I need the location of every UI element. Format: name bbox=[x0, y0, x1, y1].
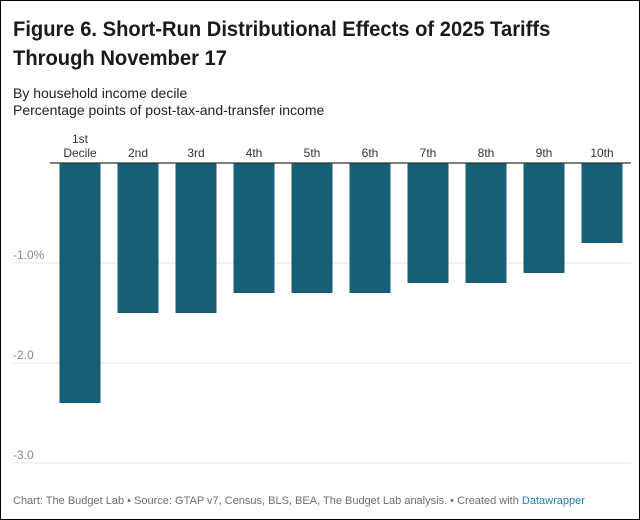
bar bbox=[407, 163, 449, 283]
chart-title: Figure 6. Short-Run Distributional Effec… bbox=[13, 18, 551, 70]
subtitle-line-1: By household income decile bbox=[13, 85, 188, 101]
y-tick-label: -1.0% bbox=[13, 248, 45, 262]
bar bbox=[291, 163, 333, 293]
footer-credit: Chart: The Budget Lab • Source: GTAP v7,… bbox=[13, 495, 522, 507]
category-label: Decile bbox=[63, 146, 97, 160]
category-label: 7th bbox=[420, 146, 437, 160]
category-label: 3rd bbox=[187, 146, 204, 160]
subtitle-line-2: Percentage points of post-tax-and-transf… bbox=[13, 102, 325, 118]
category-label: 10th bbox=[590, 146, 613, 160]
bar bbox=[349, 163, 391, 293]
category-label: 8th bbox=[478, 146, 495, 160]
datawrapper-link[interactable]: Datawrapper bbox=[521, 495, 585, 507]
bar bbox=[59, 163, 101, 403]
bar bbox=[523, 163, 565, 273]
bar bbox=[233, 163, 275, 293]
category-label: 1st bbox=[72, 132, 89, 146]
category-label: 6th bbox=[362, 146, 379, 160]
category-label: 2nd bbox=[128, 146, 148, 160]
bar bbox=[465, 163, 507, 283]
bar bbox=[117, 163, 159, 313]
y-tick-label: -3.0 bbox=[13, 448, 34, 462]
category-label: 4th bbox=[246, 146, 263, 160]
y-tick-label: -2.0 bbox=[13, 348, 34, 362]
bar bbox=[581, 163, 623, 243]
bar bbox=[175, 163, 217, 313]
category-label: 9th bbox=[536, 146, 553, 160]
category-label: 5th bbox=[304, 146, 321, 160]
chart-footer: Chart: The Budget Lab • Source: GTAP v7,… bbox=[13, 495, 585, 507]
chart-subtitle: By household income decile Percentage po… bbox=[13, 85, 324, 119]
